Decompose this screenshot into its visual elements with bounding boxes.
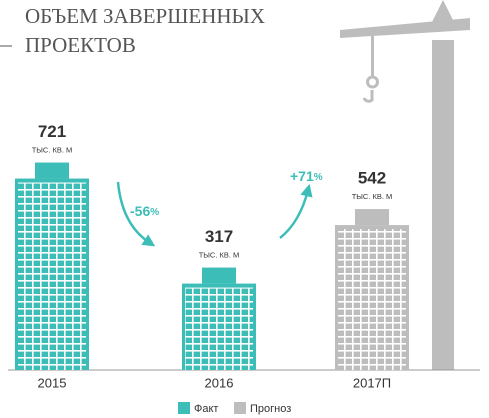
building-windows bbox=[185, 287, 253, 370]
unit-label: ТЫС. КВ. М bbox=[199, 251, 240, 260]
data-label: 542 bbox=[358, 169, 386, 188]
legend-swatch bbox=[178, 402, 190, 414]
unit-label: ТЫС. КВ. М bbox=[32, 146, 73, 155]
x-tick-label: 2016 bbox=[205, 375, 234, 390]
legend-label: Прогноз bbox=[250, 403, 291, 415]
chart-title: ПРОЕКТОВ bbox=[25, 33, 136, 57]
unit-label: ТЫС. КВ. М bbox=[352, 192, 393, 201]
building-windows bbox=[18, 182, 86, 370]
arrow bbox=[279, 183, 313, 239]
annotation-number: +71 bbox=[290, 168, 314, 184]
x-tick-label: 2015 bbox=[38, 375, 67, 390]
building-roof bbox=[355, 209, 389, 226]
building-roof bbox=[202, 267, 236, 284]
legend-label: Факт bbox=[194, 403, 218, 415]
annotation-unit: % bbox=[150, 207, 159, 218]
data-label: 721 bbox=[38, 122, 66, 141]
x-tick-label: 2017П bbox=[353, 375, 391, 390]
annotation-unit: % bbox=[314, 172, 323, 183]
annotation-number: -56 bbox=[130, 203, 150, 219]
building-windows bbox=[338, 229, 406, 370]
annotation: +71% bbox=[290, 168, 323, 184]
arrow bbox=[116, 181, 156, 247]
building-roof bbox=[35, 162, 69, 179]
crane bbox=[340, 0, 470, 370]
data-label: 317 bbox=[205, 227, 233, 246]
annotation: -56% bbox=[130, 203, 159, 219]
legend-swatch bbox=[234, 402, 246, 414]
chart-title: ОБЪЕМ ЗАВЕРШЕННЫХ bbox=[25, 4, 265, 28]
